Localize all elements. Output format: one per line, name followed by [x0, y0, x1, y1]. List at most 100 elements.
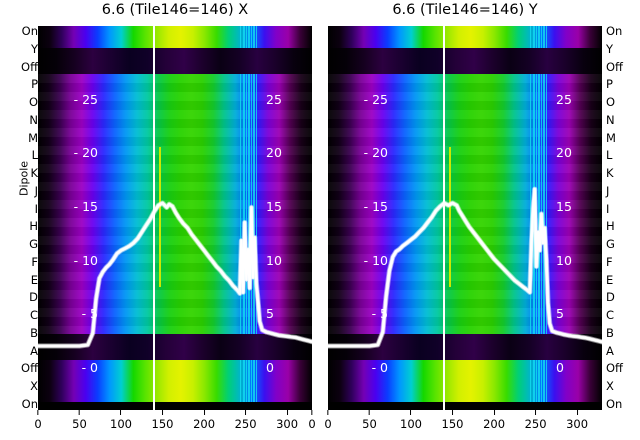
heatmap-tail — [328, 402, 602, 410]
heatmap-top-band — [38, 26, 312, 48]
x-axis-tick-label: 50 — [72, 417, 87, 431]
dipole-label-f-13: F — [31, 254, 38, 269]
rfi-spike-band — [239, 26, 242, 48]
heatmap-tail — [38, 402, 312, 410]
x-axis-tick-label: 0 — [308, 417, 316, 431]
rfi-spike-band — [243, 26, 245, 48]
dipole-label-on-0: On — [21, 24, 38, 38]
x-axis-tick-overflow: 0 — [308, 410, 316, 431]
dipole-label-on-21: On — [21, 396, 38, 411]
inner-ytick-0: - 0 — [371, 360, 388, 375]
rfi-spike-band — [540, 74, 543, 334]
dipole-label-off-19: Off — [21, 361, 38, 376]
x-axis-panel-x: 0 50 100 150 200 250 300 0 — [34, 410, 338, 440]
overlay-curve-y — [328, 186, 602, 349]
inner-ytick-25: 25 — [556, 91, 572, 107]
x-axis-tick-label: 250 — [234, 417, 257, 431]
dipole-label-a-18: A — [606, 343, 614, 358]
dipole-label-e-14: E — [30, 272, 38, 287]
rfi-spike-band — [529, 74, 532, 334]
inner-ytick-5: 5 — [266, 306, 274, 322]
x-axis-tick-label: 200 — [483, 417, 506, 431]
dipole-label-off-2: Off — [606, 59, 623, 74]
inner-yticks-x-right: 0 5 10 15 20 25 — [266, 26, 312, 410]
inner-ytick-10: - 10 — [73, 252, 98, 268]
rfi-spike-band — [253, 74, 255, 334]
dipole-label-k-8: K — [606, 166, 614, 180]
dipole-label-p-3: P — [31, 77, 38, 92]
x-axis-tick-label: 100 — [110, 417, 132, 431]
x-axis-tick-250: 250 — [525, 410, 547, 431]
rfi-spike-band — [245, 26, 248, 48]
inner-ytick-20: 20 — [556, 145, 572, 161]
dipole-label-f-13: F — [606, 254, 613, 269]
dipole-label-a-18: A — [30, 343, 38, 358]
rfi-spike-band — [255, 26, 258, 48]
x-axis-tick-150: 150 — [442, 410, 463, 431]
inner-ytick-0: 0 — [556, 360, 564, 375]
tick-mark — [245, 410, 247, 415]
rfi-spike-band — [248, 360, 250, 402]
rfi-spike-band — [255, 74, 258, 334]
dipole-label-g-12: G — [606, 237, 615, 251]
rfi-spike-band — [250, 26, 253, 48]
x-axis-panel-y: 0 50 100 150 200 250 300 — [324, 410, 618, 440]
dipole-label-l-7: L — [31, 148, 38, 163]
dipole-label-c-16: C — [606, 308, 615, 322]
rfi-spike-band — [543, 26, 545, 48]
tick-mark — [493, 410, 495, 415]
panel-title-x: 6.6 (Tile146=146) X — [101, 2, 249, 18]
inner-ytick-15: 15 — [556, 198, 572, 214]
heatmap-bottom-band — [38, 360, 312, 402]
dipole-label-d-15: D — [29, 290, 38, 305]
dipole-label-h-11: H — [606, 219, 615, 234]
tick-mark — [410, 410, 412, 415]
rfi-spike-band — [529, 26, 532, 48]
dipole-label-m-6: M — [606, 130, 616, 145]
inner-ytick-15: 15 — [266, 198, 282, 214]
inner-ytick-20: - 20 — [363, 145, 388, 161]
x-axis-tick-300: 300 — [566, 410, 588, 431]
rfi-spike-band — [250, 360, 253, 402]
tick-mark — [120, 410, 122, 415]
tick-mark — [327, 410, 329, 415]
cursor-line[interactable] — [443, 26, 446, 410]
rfi-spike-band — [545, 74, 548, 334]
overlay-curve-x — [38, 200, 312, 349]
inner-ytick-5: - 5 — [371, 306, 388, 322]
tick-mark — [78, 410, 80, 415]
inner-ytick-5: 5 — [556, 306, 564, 322]
heatmap-top-dark — [328, 48, 602, 74]
inner-ytick-20: - 20 — [73, 145, 98, 161]
x-axis-tick-200: 200 — [483, 410, 505, 431]
cursor-line[interactable] — [153, 26, 156, 410]
dipole-label-o-4: O — [28, 95, 38, 109]
x-axis-tick-100: 100 — [110, 410, 132, 431]
rfi-spike-band — [533, 26, 535, 48]
dipole-label-y-1: Y — [606, 41, 614, 56]
rfi-spike-band — [243, 74, 245, 334]
dipole-label-d-15: D — [606, 290, 615, 305]
rfi-spike-band — [538, 26, 540, 48]
inner-ytick-0: - 0 — [81, 360, 98, 375]
tick-mark — [203, 410, 205, 415]
dipole-label-m-6: M — [28, 130, 38, 145]
rfi-spike-band — [248, 26, 250, 48]
x-axis-tick-200: 200 — [193, 410, 215, 431]
tick-mark — [37, 410, 39, 415]
x-axis-tick-label: 300 — [276, 417, 299, 431]
inner-ytick-10: 10 — [556, 252, 572, 268]
dipole-label-j-9: J — [34, 183, 38, 198]
rfi-spike-band — [239, 74, 242, 334]
dipole-label-k-8: K — [30, 166, 38, 180]
dipole-axis-right: On Y Off P O N M L K J I H G F E D C B A Off X On — [606, 25, 636, 410]
tick-mark — [311, 410, 313, 415]
dipole-label-x-20: X — [606, 379, 614, 393]
tick-mark — [576, 410, 578, 415]
rfi-spike-band — [253, 26, 255, 48]
x-axis-tick-label: 0 — [34, 417, 42, 431]
inner-yticks-x-left: - 0 - 5 - 10 - 15 - 20 - 25 — [52, 26, 98, 410]
tick-mark — [368, 410, 370, 415]
x-axis-tick-300: 300 — [276, 410, 298, 431]
panel-title-y: 6.6 (Tile146=146) Y — [392, 2, 538, 18]
